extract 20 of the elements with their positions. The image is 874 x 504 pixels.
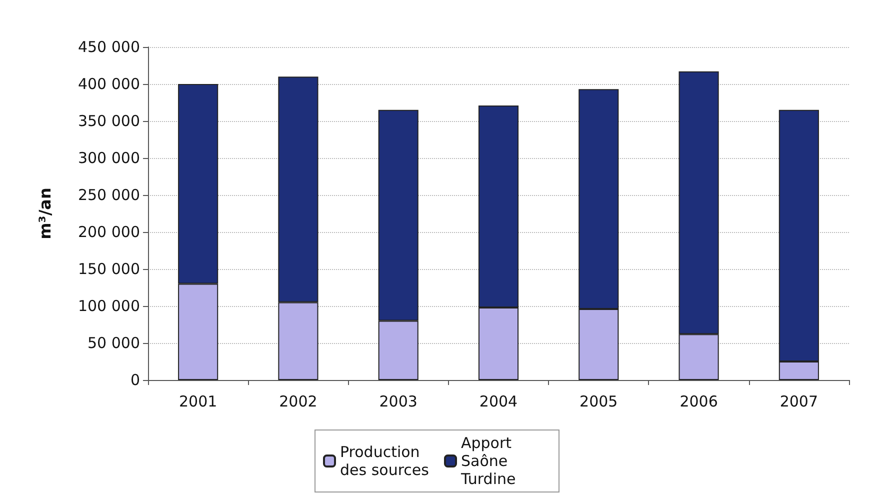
- x-tick-label: 2005: [580, 392, 618, 410]
- y-axis-title: m³/an: [36, 188, 54, 240]
- x-tick-label: 2002: [279, 392, 318, 410]
- x-tick-label: 2006: [680, 392, 718, 410]
- y-tick-label: 50 000: [88, 334, 140, 352]
- y-tick-label: 400 000: [78, 75, 140, 93]
- legend-label: Apport Saône Turdine: [460, 434, 516, 488]
- y-tick-label: 250 000: [78, 186, 140, 204]
- x-tick-label: 2004: [479, 392, 518, 410]
- y-tick-label: 0: [130, 371, 140, 389]
- x-tick-label: 2007: [780, 392, 818, 410]
- y-tick-label: 350 000: [78, 112, 140, 130]
- x-tick-label: 2001: [178, 392, 218, 410]
- y-tick-label: 150 000: [78, 260, 140, 278]
- y-tick-label: 300 000: [78, 149, 140, 167]
- y-tick-label: 100 000: [78, 297, 140, 315]
- legend-label: Production des sources: [340, 443, 430, 479]
- y-tick-label: 450 000: [78, 38, 140, 56]
- y-tick-label: 200 000: [78, 223, 140, 241]
- x-tick-label: 2003: [379, 392, 418, 410]
